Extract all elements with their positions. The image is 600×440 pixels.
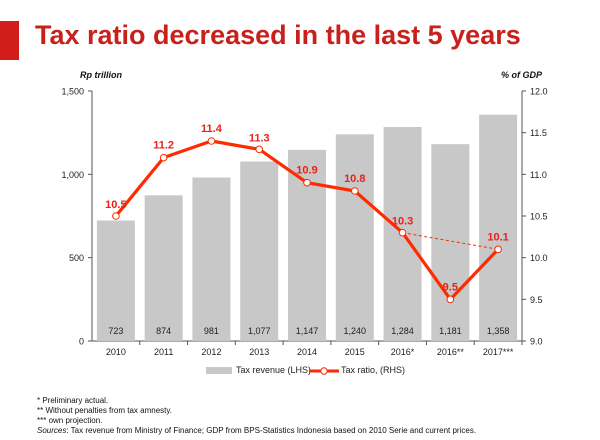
bar-value-label: 1,181: [439, 326, 462, 336]
x-axis-tick-label: 2010: [106, 347, 126, 357]
bar: [144, 195, 183, 341]
ratio-point: [446, 295, 455, 304]
left-axis-tick-label: 1,500: [61, 87, 84, 97]
footnote-preliminary: * Preliminary actual.: [37, 396, 109, 405]
x-axis-tick-label: 2016*: [391, 347, 415, 357]
legend-label-tax-revenue: Tax revenue (LHS): [236, 365, 312, 375]
bar: [479, 114, 518, 342]
bar: [288, 149, 326, 341]
right-axis-tick-label: 11.5: [530, 128, 547, 138]
bar: [192, 177, 231, 341]
ratio-point: [494, 245, 502, 254]
ratio-value-label: 10.1: [487, 231, 508, 243]
title-accent-bar: [0, 21, 19, 60]
ratio-value-label: 9.5: [443, 281, 458, 293]
ratio-value-label: 10.8: [344, 173, 365, 185]
sources-text: : Tax revenue from Ministry of Finance; …: [66, 426, 477, 435]
x-axis-tick-label: 2011: [154, 347, 173, 357]
left-axis-tick-label: 500: [69, 253, 84, 263]
legend-swatch-bar: [206, 367, 232, 374]
footnotes: * Preliminary actual. ** Without penalti…: [37, 396, 476, 436]
ratio-point: [207, 137, 216, 145]
ratio-point: [350, 187, 359, 195]
legend-swatch-line: [309, 367, 339, 375]
ratio-point: [398, 228, 407, 237]
right-axis-tick-label: 10.5: [530, 212, 548, 222]
x-axis-tick-label: 2016**: [437, 347, 465, 357]
ratio-point: [159, 153, 168, 162]
bar: [240, 161, 279, 341]
x-axis-tick-label: 2012: [201, 347, 221, 357]
x-axis-tick-label: 2015: [345, 347, 365, 357]
bar-value-label: 981: [204, 326, 219, 336]
footnote-projection: *** own projection.: [37, 416, 103, 425]
ratio-value-label: 10.3: [392, 216, 413, 228]
left-axis-tick-label: 0: [79, 337, 84, 347]
ratio-value-label: 11.4: [201, 123, 223, 135]
sources-label: Sources: [37, 426, 67, 435]
right-axis-tick-label: 12.0: [530, 87, 548, 97]
ratio-point: [303, 178, 311, 187]
bar-value-label: 874: [156, 326, 171, 336]
right-axis-tick-label: 11.0: [530, 170, 547, 180]
footnote-sources: Sources: Tax revenue from Ministry of Fi…: [37, 426, 476, 436]
ratio-point: [112, 212, 120, 220]
right-axis-tick-label: 10.0: [530, 253, 548, 263]
x-axis-tick-label: 2014: [297, 347, 317, 357]
ratio-value-label: 10.9: [296, 165, 317, 177]
bar: [96, 220, 135, 341]
x-axis-tick-label: 2013: [249, 347, 269, 357]
left-axis-unit: Rp trillion: [80, 70, 122, 80]
ratio-value-label: 10.5: [105, 199, 126, 211]
page-title: Tax ratio decreased in the last 5 years: [35, 20, 521, 50]
ratio-point: [255, 145, 264, 154]
ratio-value-label: 11.3: [249, 132, 270, 144]
bar-value-label: 1,358: [487, 326, 510, 336]
x-axis-tick-label: 2017***: [483, 347, 514, 357]
bar: [431, 144, 470, 341]
footnote-tax-amnesty: ** Without penalties from tax amnesty.: [37, 406, 173, 415]
bar-value-label: 1,077: [248, 326, 271, 336]
right-axis-tick-label: 9.5: [530, 295, 543, 305]
bar-value-label: 1,284: [391, 326, 414, 336]
right-axis-unit: % of GDP: [501, 70, 543, 80]
legend-label-tax-ratio: Tax ratio, (RHS): [341, 365, 406, 375]
bar-value-label: 1,147: [296, 326, 319, 336]
bar-value-label: 723: [108, 326, 123, 336]
bar-value-label: 1,240: [344, 326, 367, 336]
right-axis-tick-label: 9.0: [530, 337, 543, 347]
bar: [335, 134, 374, 341]
ratio-value-label: 11.2: [153, 140, 174, 152]
left-axis-tick-label: 1,000: [61, 170, 84, 180]
